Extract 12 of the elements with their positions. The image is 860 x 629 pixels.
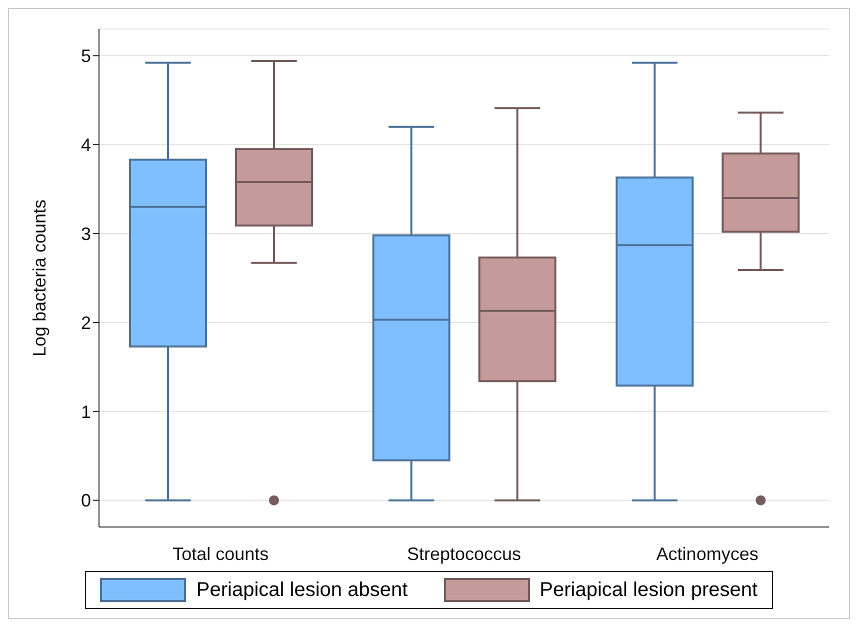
legend-label: Periapical lesion present bbox=[540, 578, 758, 602]
y-tick-label: 1 bbox=[80, 402, 91, 422]
y-tick-label: 4 bbox=[80, 134, 91, 155]
y-tick-label: 5 bbox=[80, 46, 91, 66]
y-tick-label: 3 bbox=[80, 224, 91, 244]
x-tick-label: Total counts bbox=[172, 544, 269, 564]
x-tick-label: Actinomyces bbox=[656, 544, 758, 564]
legend-label: Periapical lesion absent bbox=[196, 578, 408, 602]
x-tick-label: Streptococcus bbox=[406, 544, 522, 564]
y-axis-title: Log bacteria counts bbox=[29, 199, 50, 357]
y-tick-label: 0 bbox=[80, 490, 91, 511]
y-tick-label: 2 bbox=[80, 312, 91, 333]
